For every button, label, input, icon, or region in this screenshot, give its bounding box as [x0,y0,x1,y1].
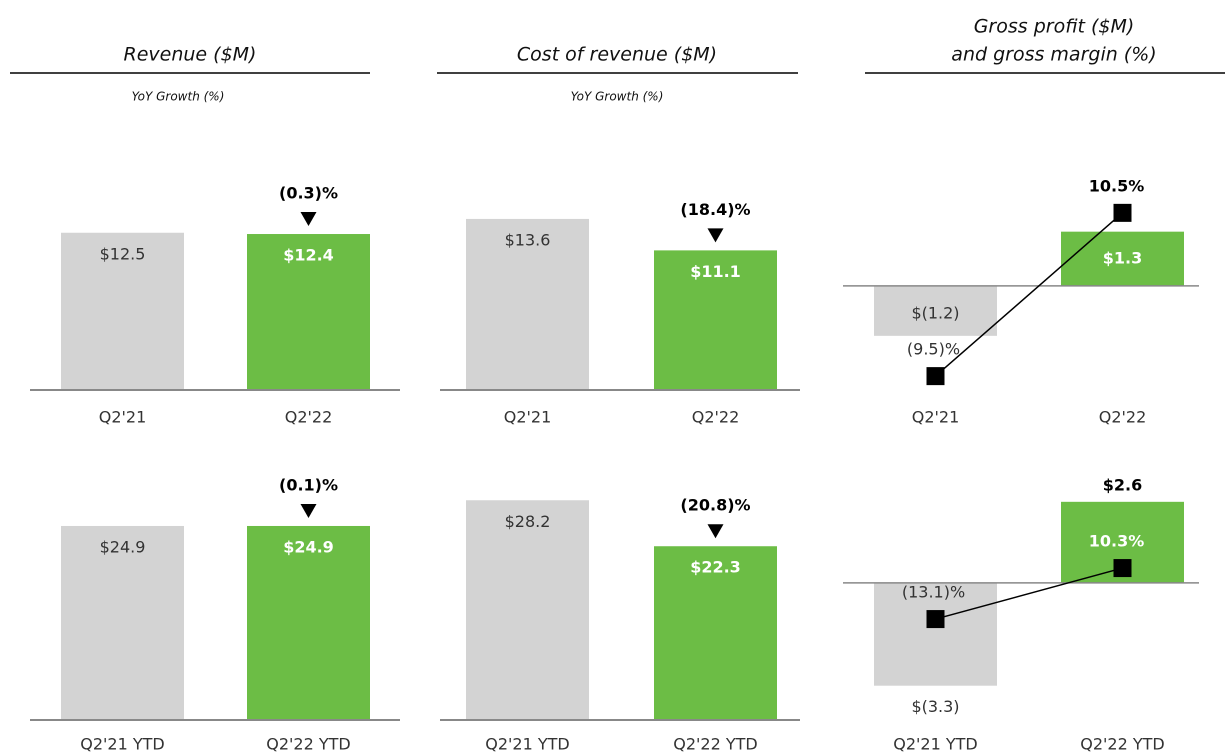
bar [874,582,997,686]
category-label: Q2'22 [285,408,333,427]
category-label: Q2'21 [99,408,147,427]
bar [874,285,997,336]
bar [466,500,589,720]
value-label: $13.6 [505,230,551,249]
column-title: Cost of revenue ($M) [517,44,717,66]
category-label: Q2'21 [912,408,960,427]
margin-label: 10.5% [1089,176,1145,195]
value-label: $12.5 [100,244,146,263]
value-label: $(1.2) [911,303,959,322]
value-label: $12.4 [283,246,334,265]
category-label: Q2'22 YTD [1080,735,1164,754]
column-title: Gross profit ($M) [974,16,1135,38]
category-label: Q2'21 [504,408,552,427]
category-label: Q2'22 [1099,408,1147,427]
margin-label: (9.5)% [907,340,960,359]
margin-marker [926,610,945,629]
bar [654,250,777,390]
bar [466,218,589,390]
value-label: $2.6 [1103,475,1142,494]
column-title: Revenue ($M) [124,44,257,66]
margin-marker [926,367,945,386]
margin-marker [1113,559,1132,578]
decline-arrow [707,524,724,539]
growth-label: (0.1)% [279,475,338,494]
bar [1061,231,1184,286]
bar [654,546,777,720]
category-label: Q2'22 YTD [673,735,757,754]
margin-label: 10.3% [1089,532,1145,551]
value-label: $1.3 [1103,248,1142,267]
category-label: Q2'21 YTD [80,735,164,754]
margin-line [935,212,1123,377]
bar [61,232,184,390]
category-label: Q2'21 YTD [485,735,569,754]
value-label: $28.2 [505,512,551,531]
growth-label: (0.3)% [279,184,338,203]
value-label: $(3.3) [911,697,959,716]
decline-arrow [707,228,724,243]
value-label: $24.9 [100,537,146,556]
value-label: $24.9 [283,537,334,556]
margin-line [935,567,1123,620]
category-label: Q2'22 [692,408,740,427]
growth-label: (18.4)% [680,200,750,219]
bar [247,234,370,390]
growth-label: (20.8)% [680,496,750,515]
margin-marker [1113,203,1132,222]
bar [247,525,370,720]
margin-label: (13.1)% [902,583,965,602]
column-subtitle: YoY Growth (%) [571,90,664,104]
decline-arrow [300,212,317,227]
bar [61,525,184,720]
column-title: and gross margin (%) [951,44,1156,66]
category-label: Q2'22 YTD [266,735,350,754]
value-label: $11.1 [690,262,741,281]
category-label: Q2'21 YTD [893,735,977,754]
value-label: $22.3 [690,558,741,577]
column-subtitle: YoY Growth (%) [132,90,225,104]
decline-arrow [300,503,317,518]
